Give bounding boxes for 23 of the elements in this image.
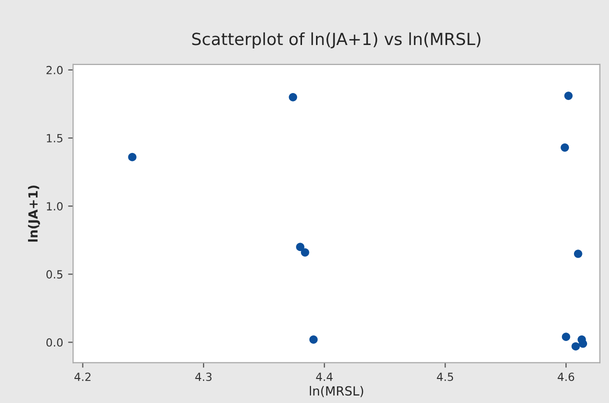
x-tick-label: 4.4 bbox=[316, 372, 333, 381]
x-axis-title: ln(MRSL) bbox=[310, 386, 364, 398]
point bbox=[562, 332, 570, 341]
point bbox=[128, 152, 136, 162]
point bbox=[296, 242, 304, 252]
point bbox=[288, 92, 298, 102]
point bbox=[574, 250, 582, 258]
x-tick-label: 4.5 bbox=[436, 372, 454, 382]
y-tick-label: 1.5 bbox=[46, 134, 62, 142]
x-tick-label: 4.2 bbox=[74, 372, 90, 381]
y-tick-label: 0.0 bbox=[46, 338, 63, 347]
point bbox=[560, 143, 569, 152]
chart-title: Scatterplot of ln(JA+1) vs ln(MRSL) bbox=[192, 32, 480, 48]
point bbox=[309, 335, 318, 344]
point bbox=[564, 92, 573, 100]
y-tick-label: 1.0 bbox=[46, 202, 63, 210]
y-tick-label: 2.0 bbox=[46, 66, 63, 74]
y-axis-title: ln(JA+1) bbox=[28, 186, 40, 242]
x-tick-label: 4.6 bbox=[558, 372, 574, 382]
y-tick-label: 0.5 bbox=[46, 270, 62, 279]
x-tick-label: 4.3 bbox=[195, 372, 212, 382]
point bbox=[572, 342, 580, 351]
point bbox=[300, 248, 310, 257]
